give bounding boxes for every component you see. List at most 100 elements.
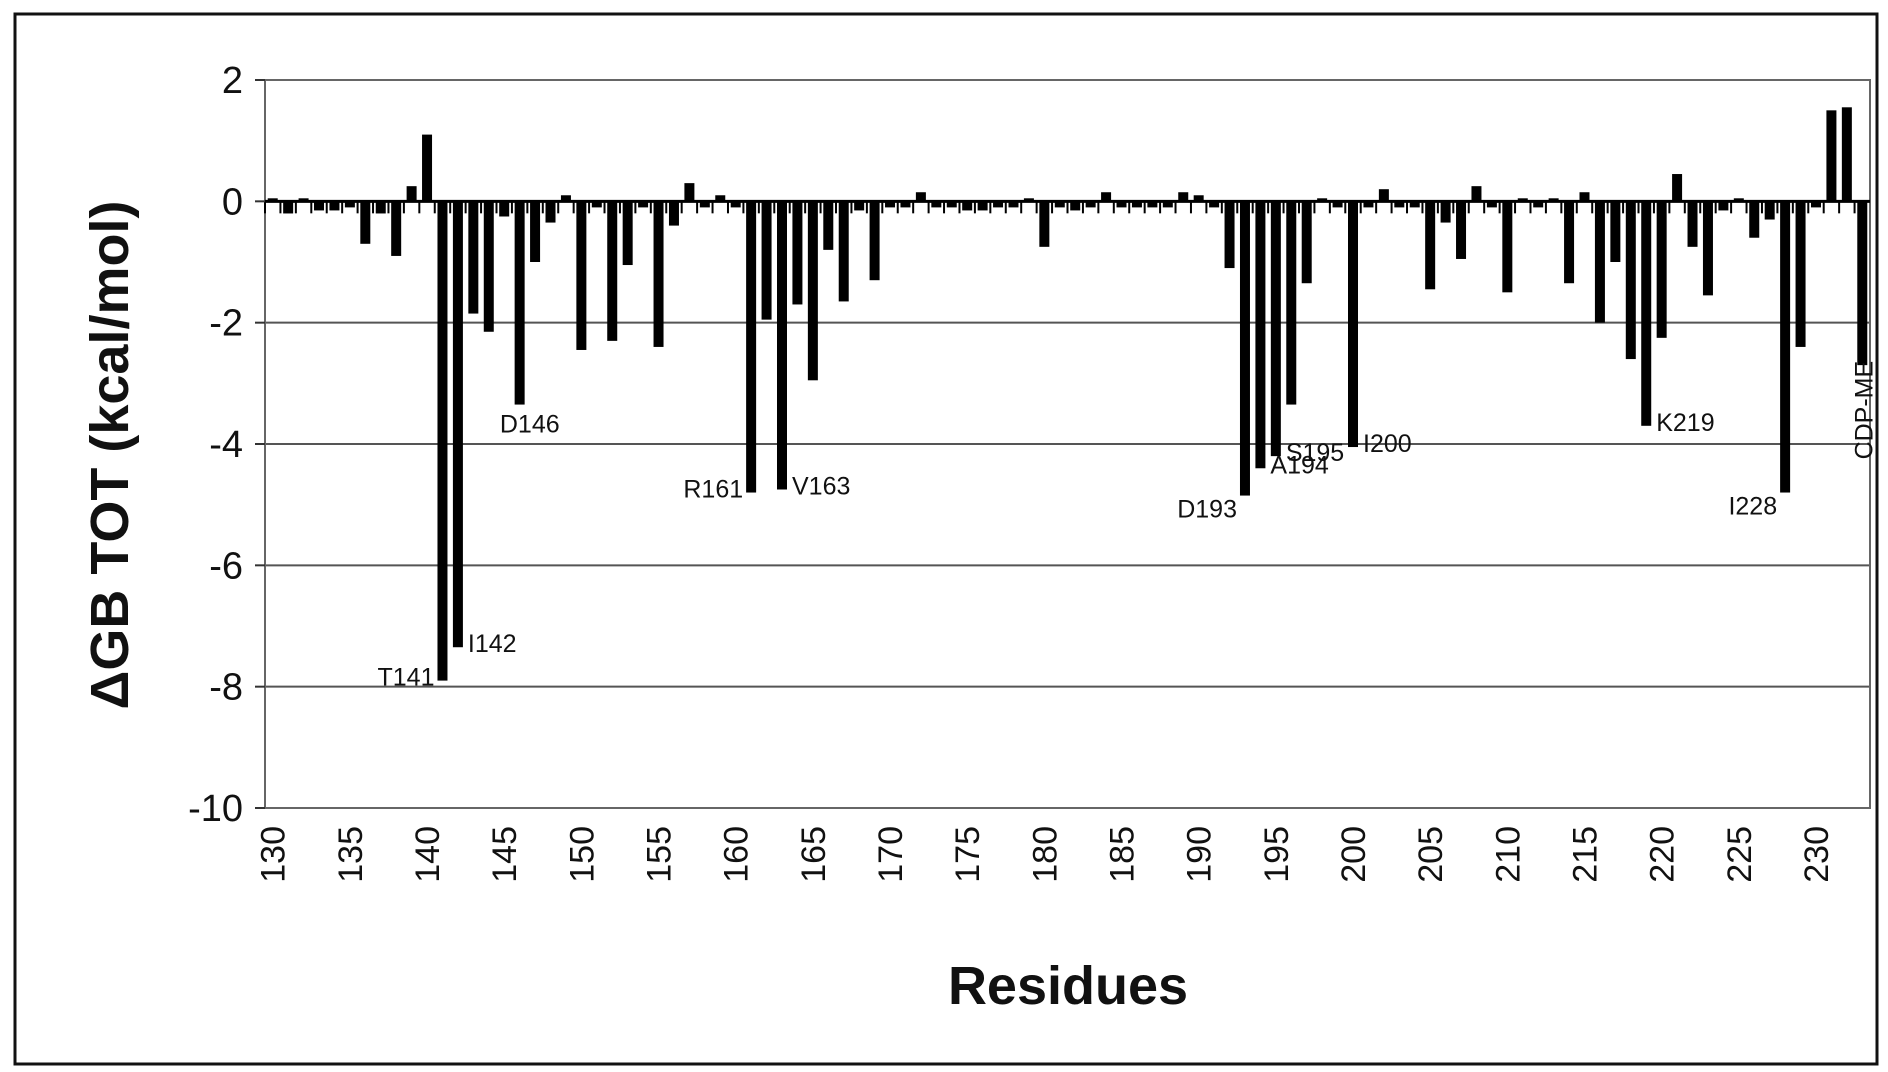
x-tick-label: 150 [563,826,601,883]
bar [1857,201,1868,366]
y-tick-label: 0 [222,181,243,223]
x-tick-label: 205 [1412,826,1450,883]
bar [792,201,803,305]
bar [1085,201,1096,208]
bar [1810,201,1821,208]
bar [1039,201,1050,247]
x-tick-label: 195 [1258,826,1296,883]
x-tick-label: 215 [1566,826,1604,883]
bar [1641,201,1652,426]
annotation-label: V163 [792,473,850,501]
y-tick-label: -6 [209,545,243,587]
annotation-label: S195 [1286,439,1344,467]
bar [1749,201,1760,238]
bar [1517,198,1528,202]
x-tick-label: 140 [409,826,447,883]
bar [1564,201,1575,284]
bar [1486,201,1497,208]
bar [1594,201,1605,323]
annotation-label: I228 [1728,493,1777,521]
x-tick-label: 135 [332,826,370,883]
outer-border [13,12,1879,1066]
bar [1394,201,1405,208]
y-tick-label: -4 [209,424,243,466]
x-tick-label: 180 [1026,826,1064,883]
bar [1147,201,1158,208]
x-tick-label: 165 [795,826,833,883]
bar [514,201,525,405]
bar [1023,198,1034,202]
x-tick-label: 170 [872,826,910,883]
bar [1533,201,1544,208]
annotation-label: T141 [377,664,434,692]
x-tick-label: 190 [1181,826,1219,883]
bar [1795,201,1806,347]
bar [1456,201,1467,259]
bar [915,192,926,202]
bar [1409,201,1420,208]
x-tick-label: 200 [1335,826,1373,883]
bar [993,201,1004,208]
bar [530,201,541,262]
bar [314,201,325,211]
x-axis-ticks: 130 135 140 145 150 155 160 165 170 175 180 185 190 1… [255,826,1836,883]
x-tick-label: 175 [949,826,987,883]
bar [653,201,664,347]
y-tick-label: -10 [188,788,243,830]
bar [1440,201,1451,223]
bar [1687,201,1698,247]
bar [1255,201,1266,469]
bar [468,201,479,314]
bars [264,107,1870,681]
x-tick-label: 210 [1489,826,1527,883]
bar [1054,201,1065,208]
bar [406,186,417,202]
bar [1008,201,1019,208]
annotation-label: I200 [1363,430,1412,458]
bar [576,201,587,350]
bar [1131,201,1142,208]
bar [437,201,448,681]
bar [591,201,602,208]
x-tick-label: 160 [718,826,756,883]
bar [823,201,834,250]
annotation-label: D193 [1177,496,1237,524]
bar [375,201,386,214]
y-axis-title: ΔGB TOT (kcal/mol) [80,201,140,710]
bar [854,201,865,211]
bar [1625,201,1636,360]
bar [1332,201,1343,208]
bar [622,201,633,266]
bar [499,201,510,217]
bar [1301,201,1312,284]
bar [1209,201,1220,208]
bar [1610,201,1621,262]
x-axis-title: Residues [948,956,1188,1016]
bar [807,201,818,381]
bar [545,201,556,223]
bar [962,201,973,211]
annotation-label: CDP-ME [1850,361,1878,460]
bar [638,201,649,208]
bar [344,201,355,208]
x-tick-label: 225 [1721,826,1759,883]
bar [1672,174,1683,202]
bar [746,201,757,493]
bar [900,201,911,208]
bar [838,201,849,302]
x-tick-label: 130 [255,826,293,883]
x-tick-label: 230 [1798,826,1836,883]
bar [267,198,278,202]
bar [1579,192,1590,202]
bar [776,201,787,490]
bar [1224,201,1235,269]
annotation-label: D146 [500,411,560,439]
bar [1162,201,1173,208]
bar [977,201,988,211]
bar [360,201,371,244]
bar [1378,189,1389,202]
annotation-label: A194 [1270,451,1328,479]
y-tick-label: 2 [222,60,243,102]
bar [931,201,942,208]
bar [452,201,463,648]
